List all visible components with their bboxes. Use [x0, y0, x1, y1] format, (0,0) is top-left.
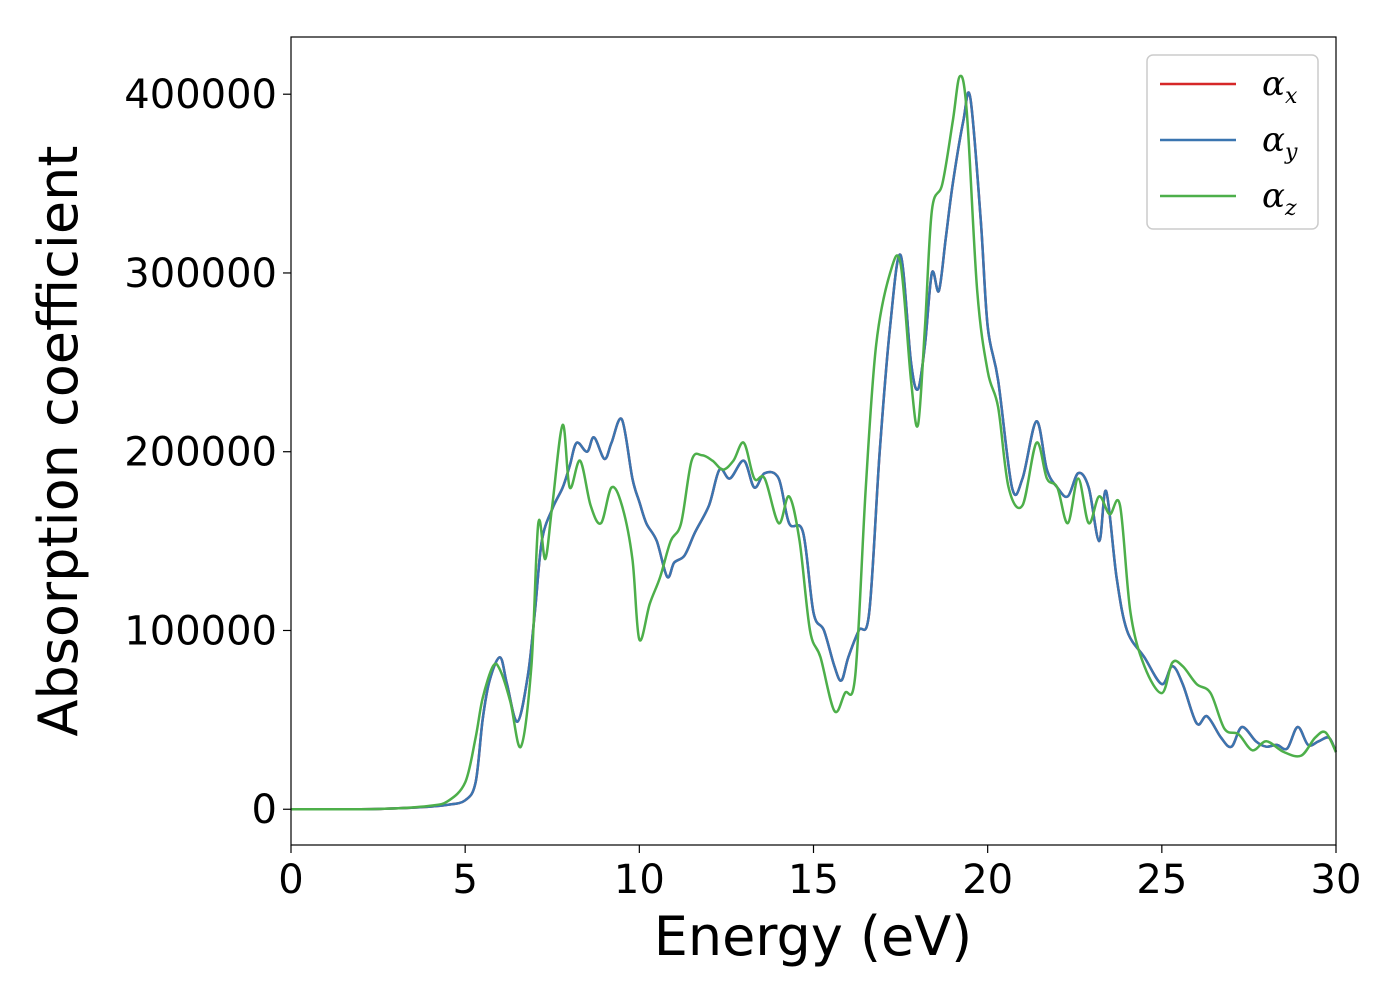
- y-tick-label: 300000: [124, 251, 277, 297]
- legend: αx αy αz: [1146, 54, 1319, 230]
- x-tick-label: 0: [278, 857, 303, 903]
- x-tick-label: 15: [788, 857, 839, 903]
- legend-label-y: αy: [1262, 120, 1298, 165]
- series-layer: [290, 74, 1338, 811]
- y-axis-title: Absorption coefficient: [27, 146, 90, 737]
- series-line-z: [290, 74, 1338, 811]
- x-tick-label: 10: [614, 857, 665, 903]
- legend-label-z: αz: [1262, 176, 1297, 221]
- x-tick-label: 30: [1311, 857, 1362, 903]
- y-tick-label: 200000: [124, 430, 277, 476]
- x-tick-label: 25: [1136, 857, 1187, 903]
- x-axis-title: Energy (eV): [654, 905, 973, 968]
- y-tick-label: 100000: [124, 608, 277, 654]
- ticks-layer: 0 5 10 15 20 25 30 0 100000 200000 300000 400000: [124, 72, 1361, 903]
- x-tick-label: 5: [452, 857, 477, 903]
- y-tick-label: 400000: [124, 72, 277, 118]
- legend-label-x: αx: [1262, 64, 1298, 109]
- y-tick-label: 0: [252, 787, 277, 833]
- x-tick-label: 20: [962, 857, 1013, 903]
- legend-box: [1146, 54, 1319, 230]
